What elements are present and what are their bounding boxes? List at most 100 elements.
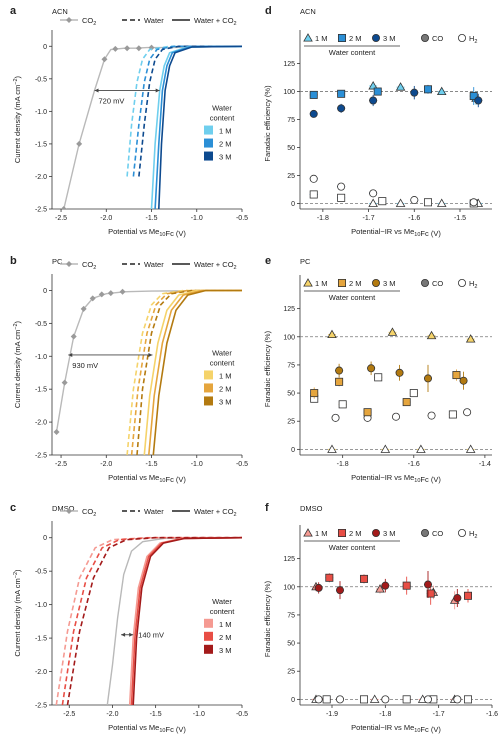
y-tick-label: -2.5 [35,703,47,710]
x-tick-label: -1.5 [145,461,157,468]
co-point [337,104,346,113]
x-axis-label: Potential−IR vs Me10Fc (V) [351,473,441,484]
x-tick-label: -1.8 [317,215,329,222]
panel-letter: e [265,255,271,267]
co-point [359,574,368,583]
co-point [402,398,411,407]
legend-co2-label: CO2 [82,507,96,518]
legend-level-label: 3 M [383,279,396,288]
h2-point [322,695,331,704]
legend-co-label: CO [432,279,443,288]
co2-marker [89,295,96,302]
co-point [327,329,337,339]
water-level-label: 1 M [219,127,232,136]
x-tick-label: -1.8 [337,461,349,468]
plot-area [53,288,242,455]
legend-co2-marker [66,17,72,23]
y-tick-label: -0.5 [35,321,47,328]
h2-point [402,695,411,704]
legend-level-label: 2 M [349,529,362,538]
water-swatch-3M [204,644,213,654]
co2-marker [53,428,60,435]
water-co2-curve-3M [132,536,242,705]
co-point [310,389,319,398]
y-tick-label: 50 [287,641,295,648]
legend-co2-marker [66,508,72,514]
co-point [465,334,476,343]
y-tick-label: 50 [287,145,295,152]
y-tick-label: 100 [283,89,295,96]
legend-water-co2-label: Water + CO2 [194,260,237,271]
y-tick-label: 75 [287,362,295,369]
water-co2-curve-3M [158,45,242,209]
co2-marker [61,379,68,386]
x-tick-label: -1.5 [150,711,162,718]
water-co2-curve-2M [154,45,242,209]
water-swatch-1M [204,125,213,135]
legend-water-label: Water [144,507,164,516]
panel-b: b PC -2.5 -2.0 -1.5 -1.0 -0.5 0 -0.5 -1.0 -1.5 -2.0… [10,255,248,484]
h2-point [374,373,383,382]
y-tick-label: 75 [287,612,295,619]
x-axis-label: Potential−IR vs Me10Fc (V) [351,227,441,238]
h2-point [410,196,419,205]
h2-point [416,444,426,453]
y-tick-label: -1.5 [35,141,47,148]
y-tick-label: 125 [283,61,295,68]
legend-level-label: 1 M [315,34,328,43]
h2-point [327,444,337,453]
panel-letter: c [10,502,16,514]
co-point [309,90,318,99]
h2-point [469,198,478,207]
y-axis-label-text: Current density (mA cm−2) [13,75,22,163]
legend-co-marker [420,278,429,287]
h2-point [337,182,346,191]
water-co2-curve-3M [152,289,242,455]
legend-marker-2M [337,278,346,287]
h2-point [368,198,378,207]
co-point [463,591,472,600]
panel-solvent: ACN [52,7,68,16]
co-point [335,586,344,595]
legend-marker-2M [337,34,346,43]
panel-solvent: PC [300,257,311,266]
co2-marker [101,56,108,63]
y-tick-label: 25 [287,419,295,426]
y-tick-label: -2.5 [35,453,47,460]
plot-area [55,536,242,705]
water-swatch-3M [204,396,213,406]
y-tick-label: 125 [283,556,295,563]
co2-marker [80,305,87,312]
co-point [436,86,447,96]
co-point [363,408,372,417]
co-point [337,89,346,98]
co-point [368,81,378,90]
water-curve-2M [132,45,242,177]
water-content-label: Water content [329,48,376,57]
x-tick-label: -0.5 [236,461,248,468]
y-axis-label-text: Current density (mA cm−2) [13,320,22,408]
co-point [335,377,344,386]
y-tick-label: -2.0 [35,669,47,676]
legend-h2-marker [457,529,466,538]
x-axis-label: Potential vs Me10Fc (V) [108,723,186,734]
legend-marker-1M [303,528,313,537]
water-curve-1M [126,289,242,455]
x-tick-label: -1.0 [191,461,203,468]
x-tick-label: -1.0 [193,711,205,718]
water-curve-3M [66,536,242,705]
water-content-title-2: content [210,358,236,367]
plot-area [60,44,242,209]
legend-h2-label: H2 [469,529,477,540]
water-swatch-2M [204,631,213,641]
co2-marker [135,45,142,52]
x-tick-label: -2.5 [63,711,75,718]
y-tick-label: -0.5 [35,76,47,83]
co-point [325,573,334,582]
legend-water-label: Water [144,16,164,25]
co-point [367,364,376,373]
x-tick-label: -0.5 [236,215,248,222]
co-point [426,330,437,340]
legend-co-label: CO [432,529,443,538]
arrow-head-left [121,632,126,637]
